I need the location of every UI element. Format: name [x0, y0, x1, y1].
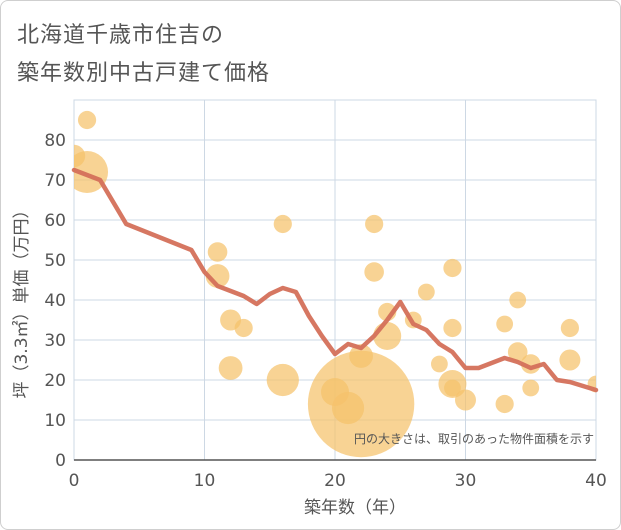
x-tick-label: 20: [324, 471, 346, 491]
chart-note: 円の大きさは、取引のあった物件面積を示す: [354, 431, 594, 446]
data-bubble: [507, 342, 528, 362]
data-bubble: [364, 262, 384, 282]
y-tick-label: 10: [44, 411, 66, 431]
data-bubble: [431, 355, 448, 373]
chart-title-line-1: 北海道千歳市住吉の: [17, 23, 225, 48]
y-tick-label: 0: [55, 451, 66, 471]
data-bubble: [417, 283, 435, 301]
y-tick-label: 70: [44, 171, 66, 191]
data-bubble: [520, 354, 541, 374]
x-tick-label: 10: [194, 471, 216, 491]
data-bubble: [365, 214, 384, 234]
x-tick-label: 0: [69, 471, 80, 491]
data-bubble: [207, 242, 228, 262]
data-bubble: [522, 379, 540, 397]
data-bubble: [321, 378, 349, 406]
x-tick-label: 30: [455, 471, 477, 491]
trend-line: [71, 167, 599, 393]
axis-layer: 0 10 20 30 40 0 10 20 30 40 50 60 70 80: [44, 131, 606, 491]
y-tick-label: 50: [44, 251, 66, 271]
data-bubble: [373, 322, 402, 350]
y-tick-label: 80: [44, 131, 66, 151]
data-bubble: [443, 318, 462, 338]
data-bubble: [266, 363, 299, 397]
y-tick-label: 60: [44, 211, 66, 231]
data-bubble: [455, 389, 476, 411]
x-axis-title: 築年数（年）: [304, 498, 406, 518]
y-tick-label: 30: [44, 331, 66, 351]
chart-title-line-2: 築年数別中古戸建て価格: [17, 61, 271, 86]
data-bubble: [349, 344, 373, 368]
data-bubble: [509, 291, 527, 309]
data-bubble: [77, 110, 97, 130]
y-tick-label: 20: [44, 371, 66, 391]
data-bubble: [443, 258, 462, 278]
data-bubble: [74, 144, 86, 168]
y-axis-title: 坪（3.3㎡）単価（万円）: [12, 201, 32, 398]
trend-line-layer: [71, 167, 599, 393]
bubble-layer: [74, 110, 596, 458]
y-tick-label: 40: [44, 291, 66, 311]
data-bubble: [234, 318, 253, 338]
x-tick-label: 40: [585, 471, 607, 491]
data-bubble: [444, 379, 461, 397]
data-bubble: [559, 349, 581, 371]
data-bubble: [496, 315, 514, 333]
data-bubble: [495, 394, 514, 414]
data-bubble: [560, 318, 580, 338]
data-bubble: [218, 356, 243, 380]
data-bubble: [273, 214, 292, 234]
